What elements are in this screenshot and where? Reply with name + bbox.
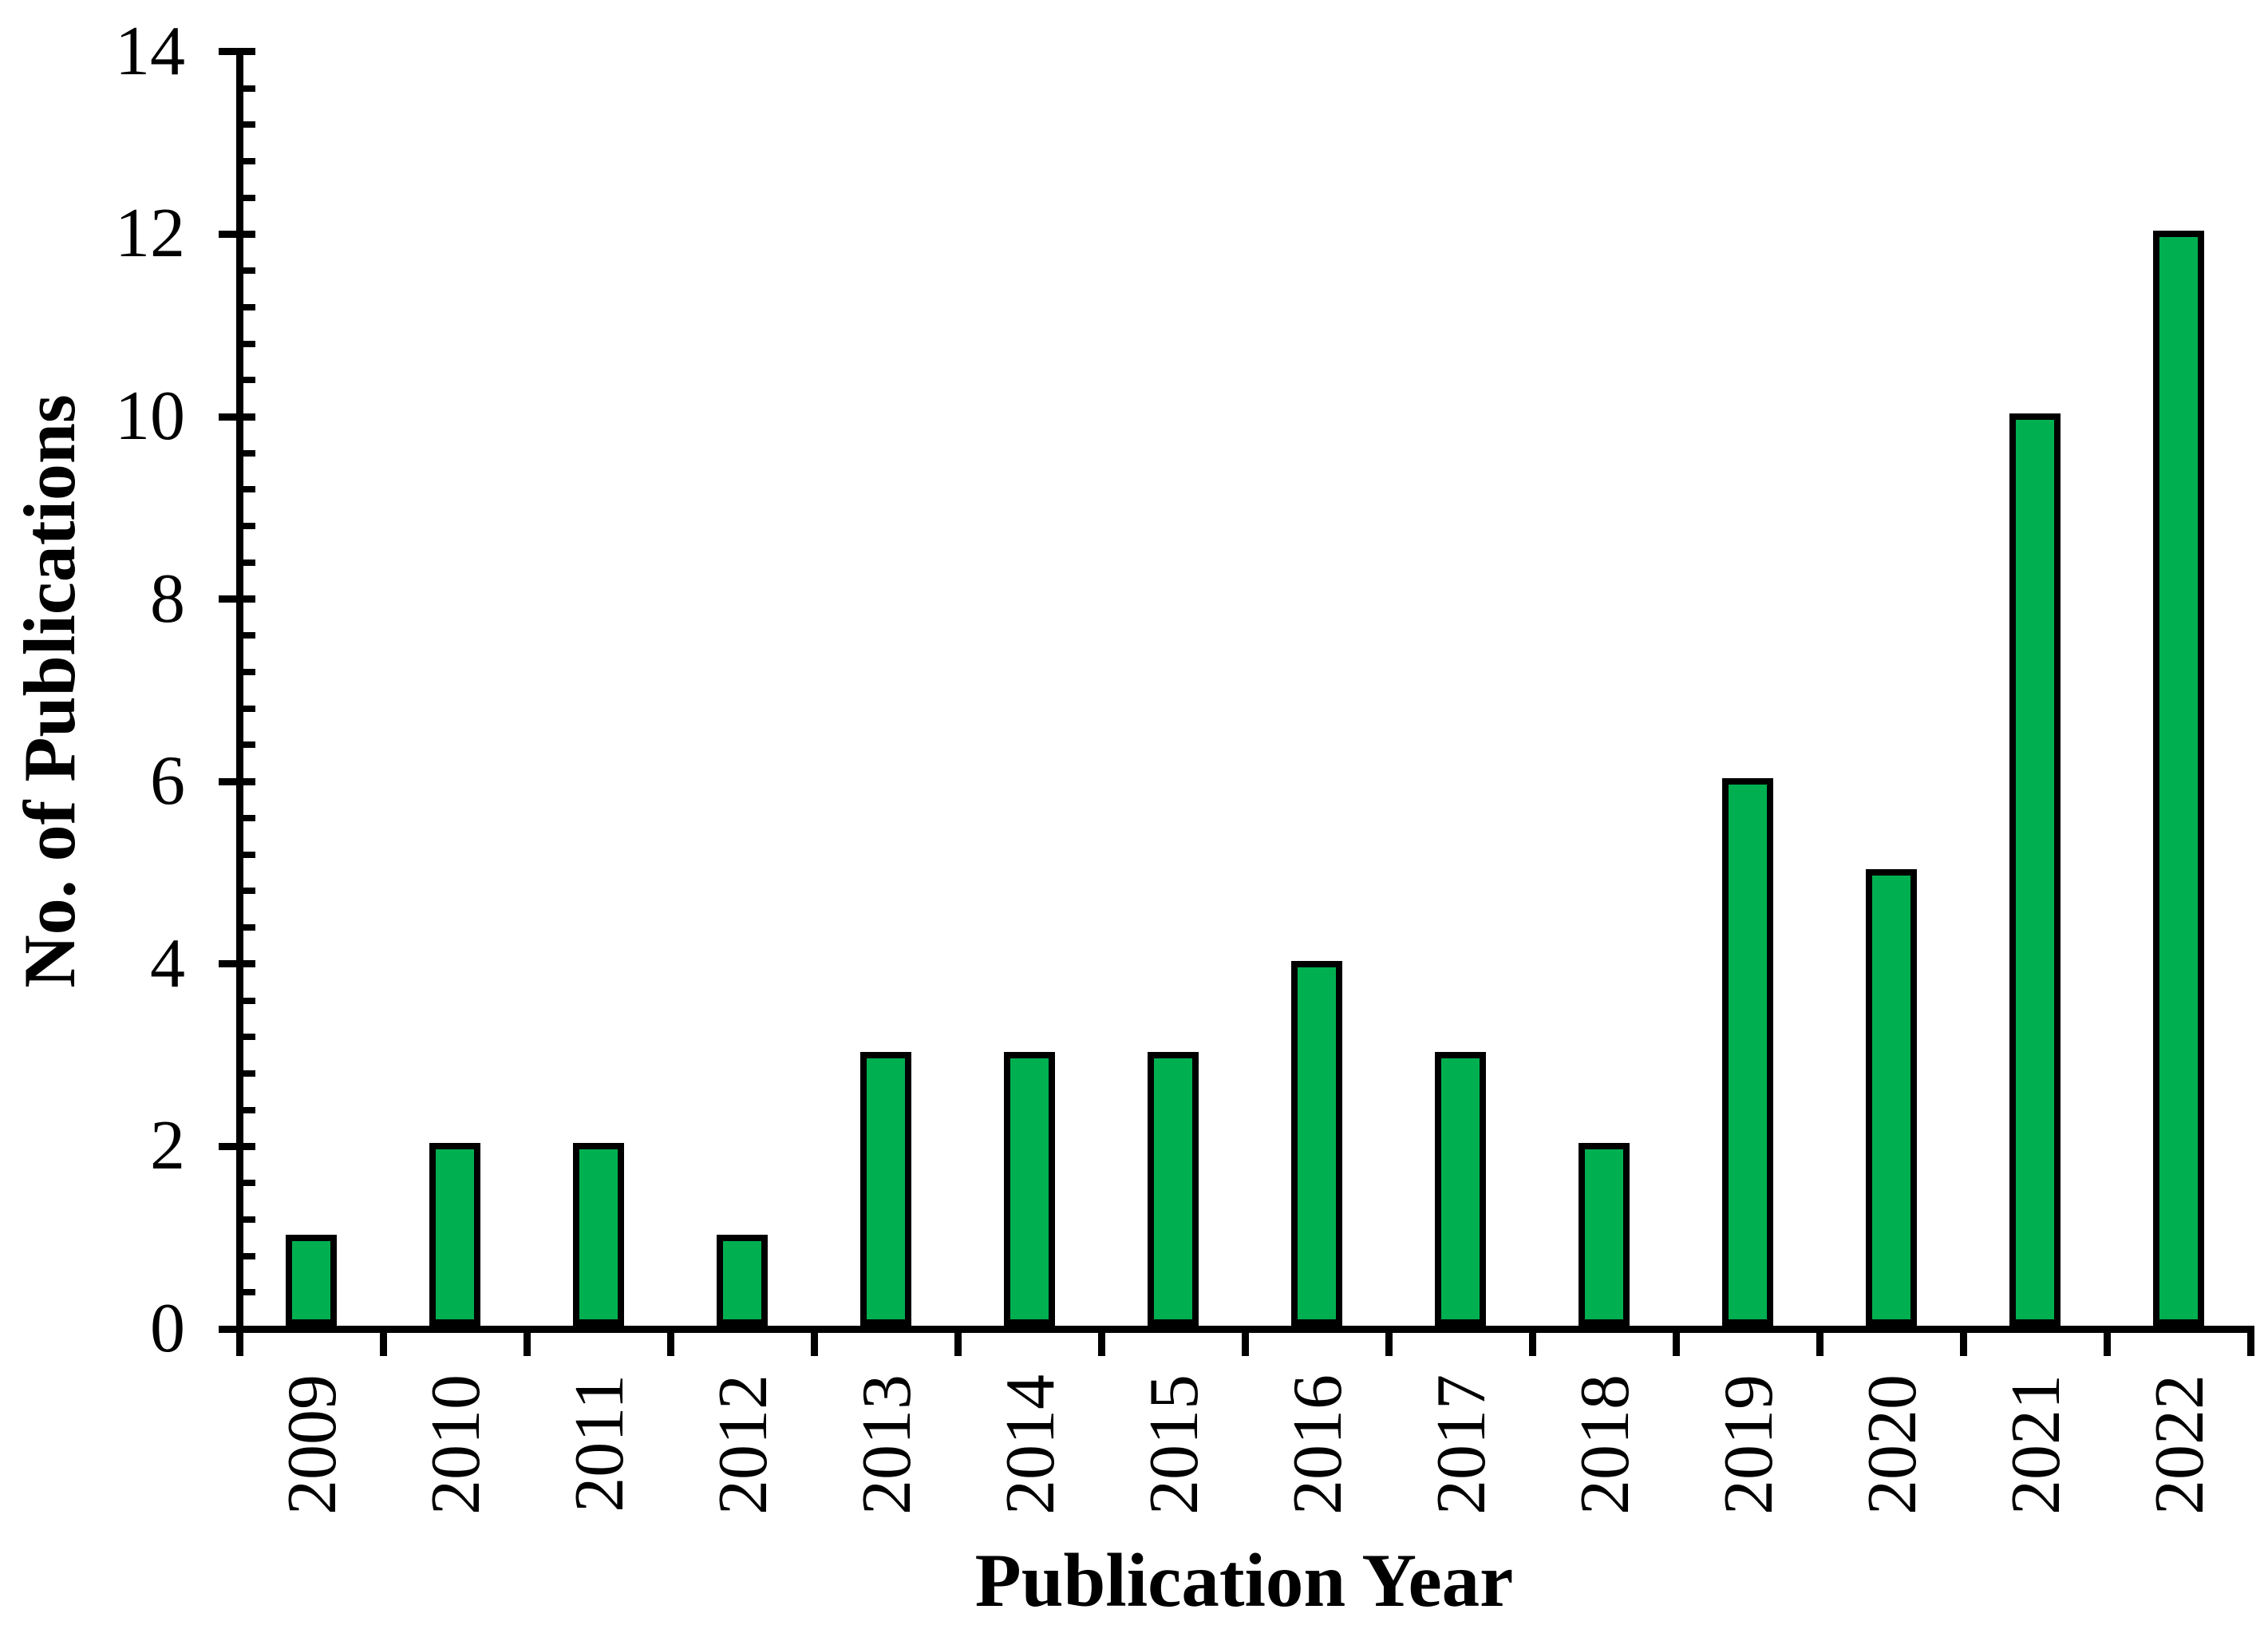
y-major-tick <box>219 595 255 603</box>
y-minor-tick <box>239 1289 255 1296</box>
y-minor-tick <box>239 559 255 566</box>
y-minor-tick <box>239 157 255 164</box>
y-minor-tick <box>239 1252 255 1259</box>
x-tick-label: 2014 <box>992 1374 1069 1515</box>
y-minor-tick <box>239 194 255 201</box>
y-minor-tick <box>239 1180 255 1187</box>
y-minor-tick <box>239 267 255 275</box>
x-tick-label: 2011 <box>561 1374 638 1512</box>
y-minor-tick <box>239 523 255 530</box>
bar-2009 <box>286 1234 337 1326</box>
y-minor-tick <box>239 340 255 347</box>
bar-2022 <box>2153 230 2204 1326</box>
x-tick-label: 2016 <box>1279 1374 1357 1515</box>
y-minor-tick <box>239 924 255 931</box>
y-axis-title: No. of Publications <box>9 394 90 988</box>
x-tick <box>954 1325 962 1356</box>
y-minor-tick <box>239 705 255 712</box>
x-tick <box>1385 1325 1393 1356</box>
y-minor-tick <box>239 632 255 639</box>
y-tick-label: 6 <box>150 742 185 820</box>
x-tick <box>235 1325 243 1356</box>
y-minor-tick <box>239 997 255 1004</box>
x-tick-label: 2017 <box>1423 1374 1500 1515</box>
x-tick <box>1241 1325 1249 1356</box>
y-tick-label: 14 <box>115 12 185 90</box>
y-minor-tick <box>239 121 255 129</box>
y-tick-label: 2 <box>150 1107 185 1185</box>
y-minor-tick <box>239 1216 255 1223</box>
x-tick <box>1672 1325 1680 1356</box>
x-tick <box>1816 1325 1823 1356</box>
y-minor-tick <box>239 449 255 457</box>
x-tick <box>810 1325 818 1356</box>
x-tick <box>2103 1325 2111 1356</box>
x-tick <box>379 1325 387 1356</box>
y-tick-label: 10 <box>115 378 185 455</box>
y-minor-tick <box>239 486 255 493</box>
y-tick-label: 8 <box>150 559 185 638</box>
x-tick <box>666 1325 674 1356</box>
x-axis-title: Publication Year <box>974 1538 1514 1623</box>
y-minor-tick <box>239 377 255 384</box>
bar-2011 <box>573 1142 624 1326</box>
bar-2014 <box>1004 1051 1055 1326</box>
y-major-tick <box>219 48 255 56</box>
y-tick-label: 12 <box>115 195 185 273</box>
x-tick <box>1959 1325 1967 1356</box>
y-minor-tick <box>239 1070 255 1077</box>
bar-2016 <box>1291 960 1342 1326</box>
y-tick-label: 0 <box>150 1290 185 1367</box>
y-minor-tick <box>239 1034 255 1041</box>
bar-2019 <box>1722 777 1773 1326</box>
y-major-tick <box>219 960 255 968</box>
y-major-tick <box>219 413 255 421</box>
x-tick-label: 2021 <box>1997 1374 2075 1515</box>
bar-2015 <box>1148 1051 1199 1326</box>
x-tick-label: 2015 <box>1136 1374 1213 1515</box>
y-minor-tick <box>239 741 255 749</box>
y-minor-tick <box>239 814 255 821</box>
bar-2010 <box>429 1142 480 1326</box>
y-major-tick <box>219 230 255 238</box>
x-tick <box>2246 1325 2254 1356</box>
x-tick <box>523 1325 531 1356</box>
y-axis-line <box>235 48 243 1333</box>
x-tick-label: 2022 <box>2141 1374 2219 1515</box>
bar-2017 <box>1435 1051 1486 1326</box>
y-minor-tick <box>239 851 255 858</box>
y-minor-tick <box>239 85 255 92</box>
y-minor-tick <box>239 303 255 310</box>
x-tick-label: 2010 <box>417 1374 495 1515</box>
x-tick <box>1528 1325 1536 1356</box>
x-tick-label: 2009 <box>274 1374 351 1515</box>
y-major-tick <box>219 777 255 785</box>
bar-2018 <box>1579 1142 1630 1326</box>
bar-2013 <box>860 1051 911 1326</box>
y-minor-tick <box>239 1106 255 1113</box>
y-major-tick <box>219 1142 255 1150</box>
x-tick <box>1097 1325 1105 1356</box>
bar-2020 <box>1866 868 1917 1326</box>
x-tick-label: 2018 <box>1567 1374 1644 1515</box>
y-minor-tick <box>239 888 255 895</box>
x-tick-label: 2012 <box>705 1374 782 1515</box>
bar-2021 <box>2009 413 2061 1326</box>
x-tick-label: 2020 <box>1854 1374 1931 1515</box>
bar-2012 <box>717 1234 768 1326</box>
y-minor-tick <box>239 669 255 676</box>
y-tick-label: 4 <box>150 924 185 1002</box>
x-tick-label: 2019 <box>1710 1374 1788 1515</box>
x-tick-label: 2013 <box>848 1374 926 1515</box>
